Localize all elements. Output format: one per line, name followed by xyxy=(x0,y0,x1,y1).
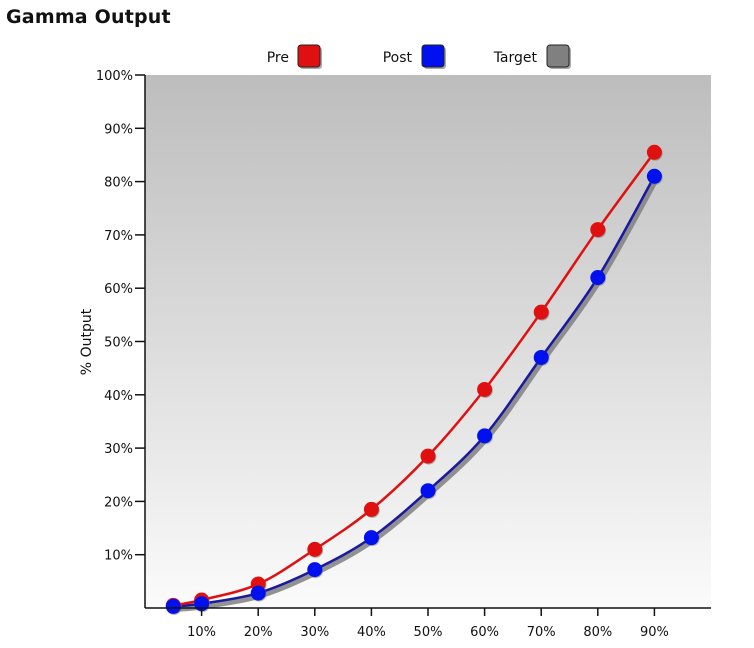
legend-label-post: Post xyxy=(383,50,413,66)
y-tick-label: 80% xyxy=(104,176,133,191)
y-tick-label: 20% xyxy=(104,495,133,510)
x-tick-label: 40% xyxy=(357,625,386,640)
legend-swatch-post xyxy=(421,44,445,68)
series-line-pre xyxy=(173,151,656,607)
y-tick-label: 50% xyxy=(104,336,133,351)
data-point-post xyxy=(363,530,379,546)
data-point-post xyxy=(165,598,181,614)
y-tick-label: 10% xyxy=(104,549,133,564)
data-point-post xyxy=(533,349,549,365)
x-tick-label: 70% xyxy=(527,625,556,640)
series-layer xyxy=(165,144,663,615)
series-line-post xyxy=(173,175,656,608)
data-point-pre xyxy=(307,541,323,557)
legend-swatch-target xyxy=(546,44,570,68)
data-point-post xyxy=(590,270,606,286)
legend-label-pre: Pre xyxy=(267,50,289,66)
x-tick-label: 10% xyxy=(187,625,216,640)
x-tick-label: 50% xyxy=(414,625,443,640)
data-point-pre xyxy=(533,304,549,320)
y-tick-label: 90% xyxy=(104,122,133,137)
legend-label-target: Target xyxy=(493,50,538,66)
y-tick-label: 70% xyxy=(104,229,133,244)
series-line-target xyxy=(171,174,660,612)
data-point-pre xyxy=(590,222,606,238)
data-point-pre xyxy=(420,448,436,464)
x-tick-label: 20% xyxy=(244,625,273,640)
chart-title: Gamma Output xyxy=(6,6,171,28)
y-tick-label: 40% xyxy=(104,389,133,404)
data-point-pre xyxy=(477,381,493,397)
y-tick-label: 30% xyxy=(104,442,133,457)
data-point-post xyxy=(420,483,436,499)
legend: Pre Post Target xyxy=(267,44,571,69)
plot-area xyxy=(145,75,711,608)
x-tick-label: 30% xyxy=(300,625,329,640)
data-point-post xyxy=(646,168,662,184)
data-point-post xyxy=(307,562,323,578)
data-point-pre xyxy=(363,501,379,517)
x-tick-label: 80% xyxy=(583,625,612,640)
data-point-post xyxy=(250,585,266,601)
data-point-post xyxy=(477,428,493,444)
ticks-layer: 10% 20% 30% 40% 50% 60% 70% 80% 90% 100% 10% 20% 30%… xyxy=(96,69,669,640)
x-tick-label: 60% xyxy=(470,625,499,640)
y-tick-label: 60% xyxy=(104,282,133,297)
y-axis-title: % Output xyxy=(79,308,95,375)
x-tick-label: 90% xyxy=(640,625,669,640)
data-point-pre xyxy=(646,144,662,160)
y-tick-label: 100% xyxy=(96,69,133,84)
legend-swatch-pre xyxy=(297,44,321,68)
